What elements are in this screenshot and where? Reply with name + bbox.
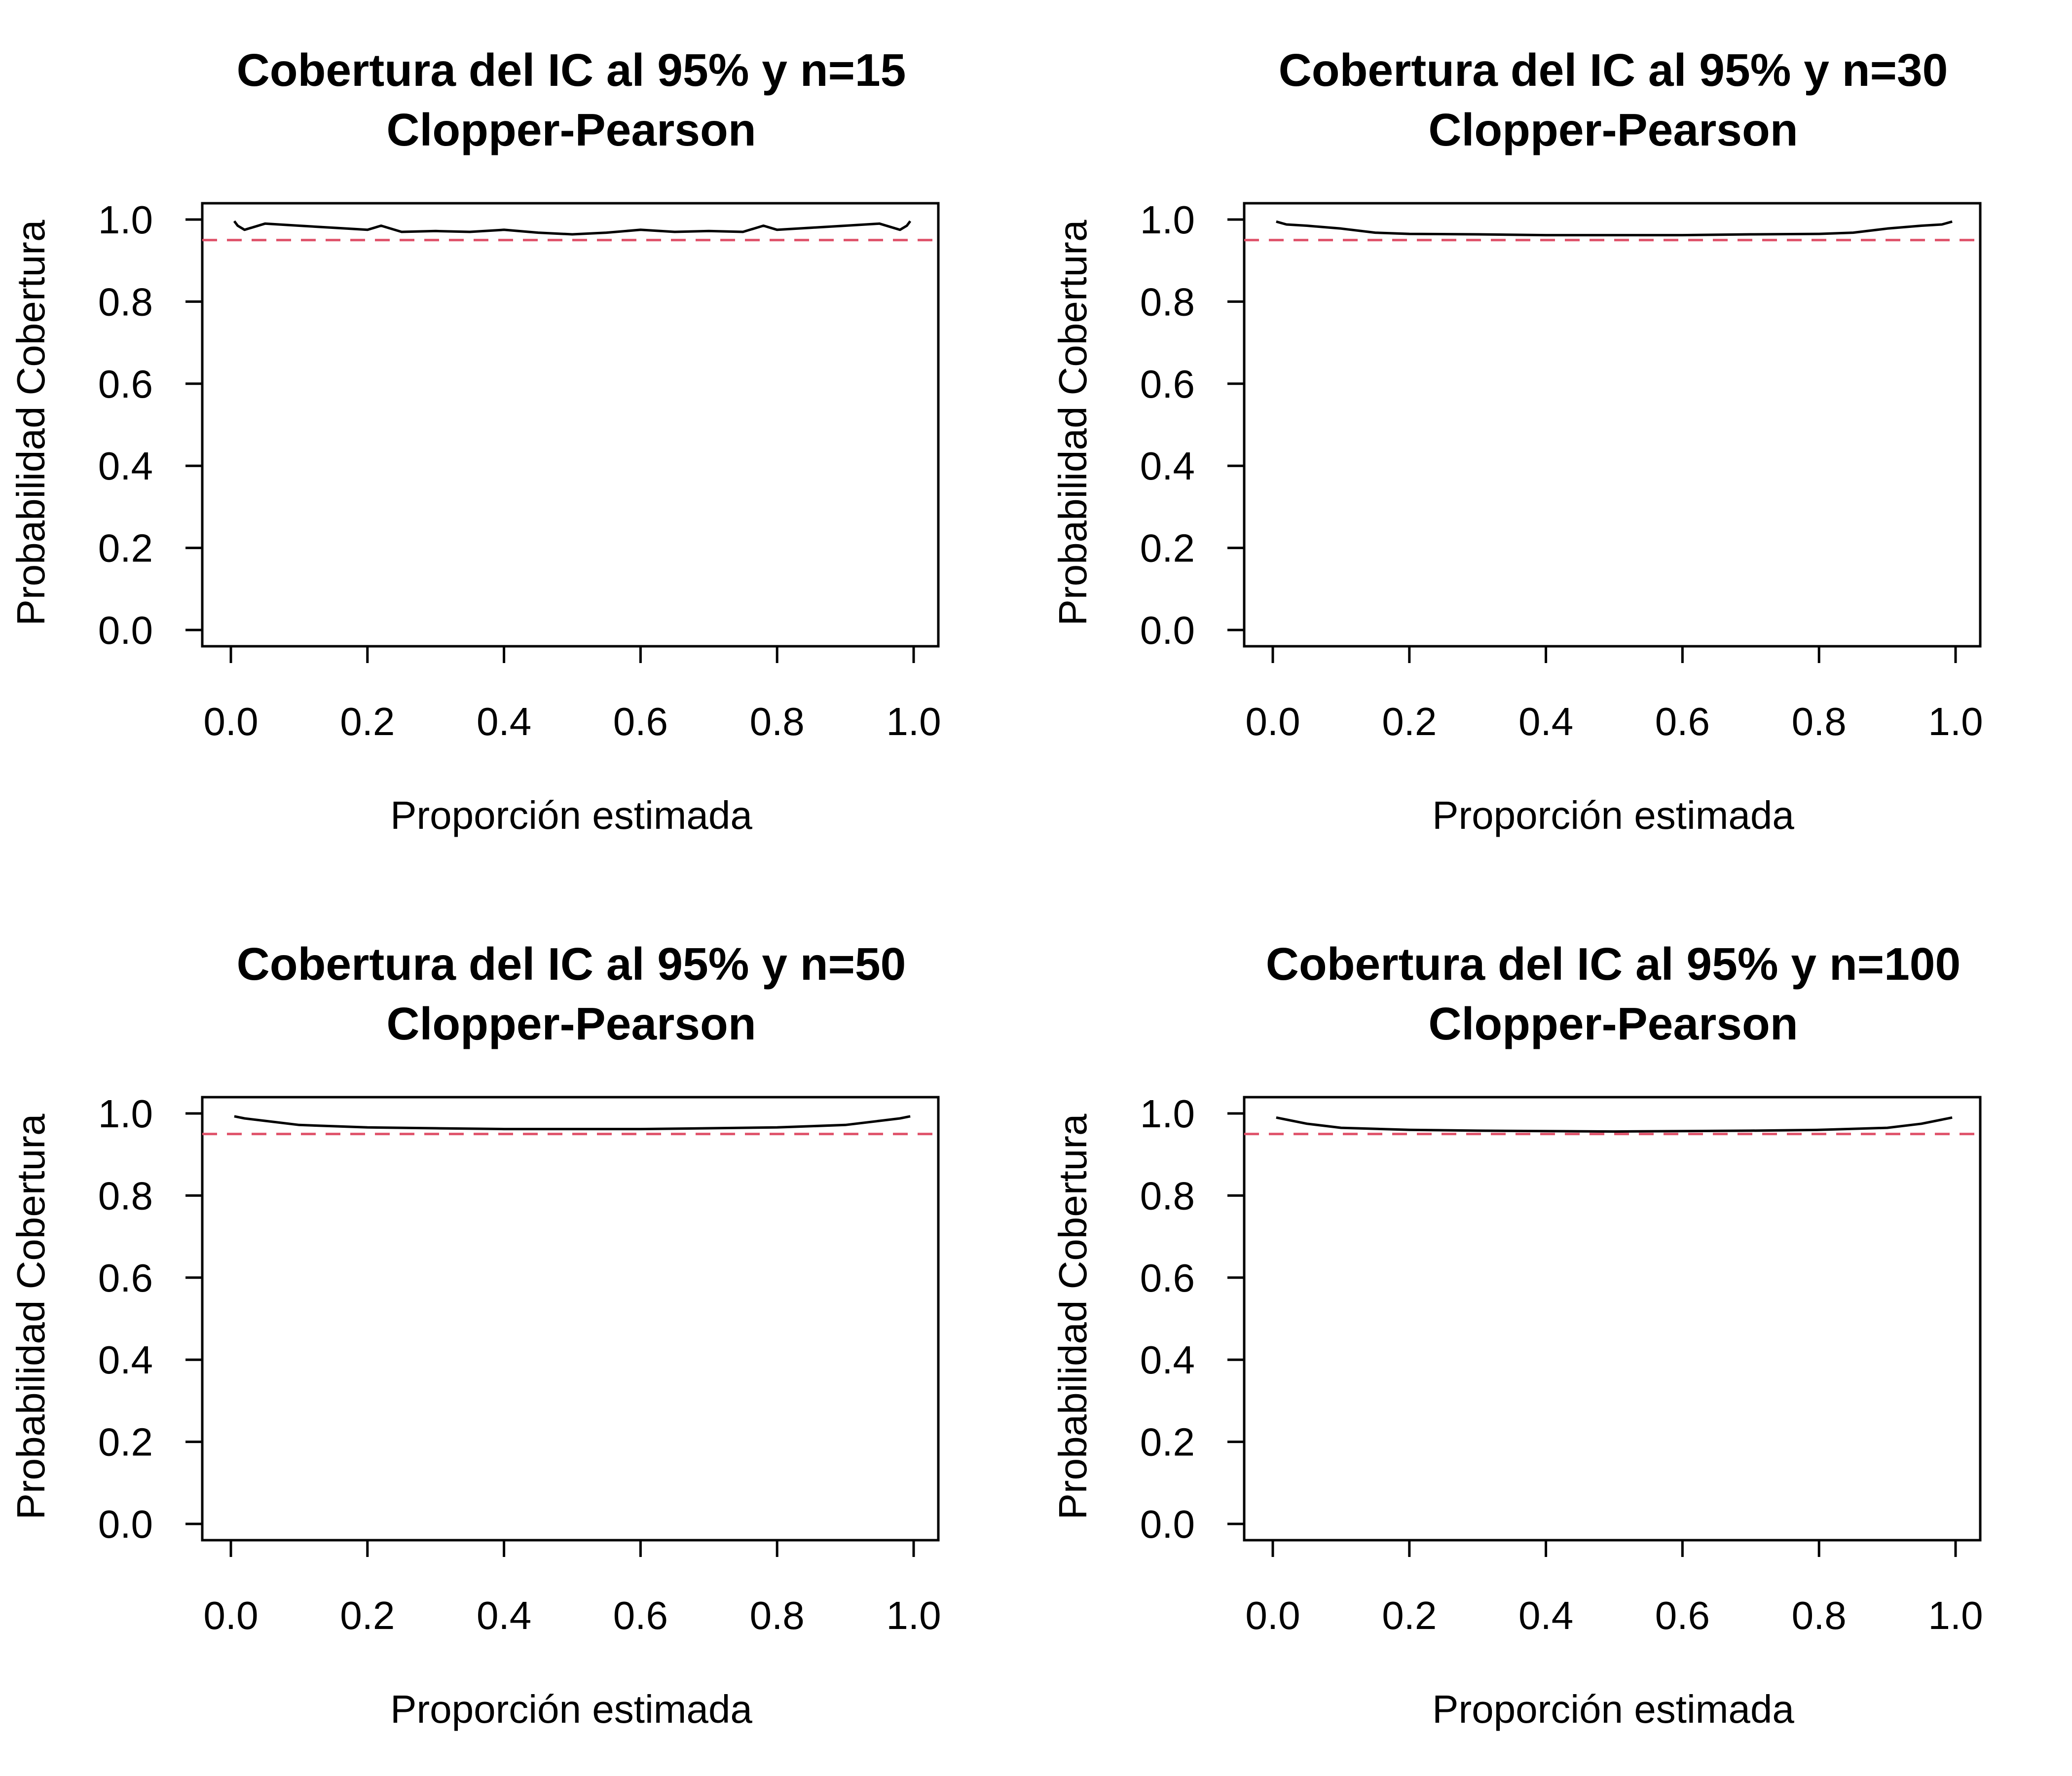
x-tick-label: 0.4 bbox=[477, 700, 531, 743]
y-tick-label: 0.0 bbox=[1140, 608, 1195, 652]
x-tick-label: 1.0 bbox=[886, 700, 941, 743]
y-tick-label: 0.2 bbox=[98, 526, 153, 570]
y-tick-label: 0.6 bbox=[98, 362, 153, 406]
y-tick-label: 0.8 bbox=[1140, 280, 1195, 324]
x-axis-label: Proporción estimada bbox=[1432, 793, 1794, 837]
x-tick-label: 1.0 bbox=[886, 1593, 941, 1637]
y-tick-label: 0.2 bbox=[1140, 526, 1195, 570]
y-tick-label: 0.6 bbox=[1140, 362, 1195, 406]
y-tick-label: 0.4 bbox=[98, 1338, 153, 1382]
x-tick-label: 0.8 bbox=[1792, 1593, 1847, 1637]
x-tick-label: 0.4 bbox=[477, 1593, 531, 1637]
x-tick-label: 0.2 bbox=[340, 700, 395, 743]
x-tick-label: 0.0 bbox=[1245, 700, 1300, 743]
y-tick-label: 1.0 bbox=[1140, 198, 1195, 242]
x-tick-label: 0.2 bbox=[340, 1593, 395, 1637]
x-tick-label: 1.0 bbox=[1928, 700, 1983, 743]
chart-subtitle: Clopper-Pearson bbox=[386, 998, 756, 1049]
x-tick-label: 0.8 bbox=[750, 700, 805, 743]
chart-subtitle: Clopper-Pearson bbox=[386, 104, 756, 155]
y-tick-label: 1.0 bbox=[98, 198, 153, 242]
y-tick-label: 0.8 bbox=[1140, 1174, 1195, 1218]
x-tick-label: 0.6 bbox=[1655, 700, 1710, 743]
y-tick-label: 0.8 bbox=[98, 280, 153, 324]
y-tick-label: 0.8 bbox=[98, 1174, 153, 1218]
panel-n50: Cobertura del IC al 95% y n=50 Clopper-P… bbox=[9, 938, 941, 1731]
chart-subtitle: Clopper-Pearson bbox=[1428, 104, 1798, 155]
x-tick-label: 0.8 bbox=[1792, 700, 1847, 743]
plot-area: 0.0 0.2 0.4 0.6 0.8 1.0 0.0 0.2 0.4 0.6 0.8 1.0 bbox=[98, 1092, 941, 1637]
plot-frame bbox=[201, 1096, 940, 1542]
y-tick-label: 0.2 bbox=[1140, 1420, 1195, 1464]
plot-frame bbox=[1243, 202, 1982, 648]
x-tick-label: 0.0 bbox=[1245, 1593, 1300, 1637]
chart-title: Cobertura del IC al 95% y n=100 bbox=[1266, 938, 1961, 990]
x-tick-label: 1.0 bbox=[1928, 1593, 1983, 1637]
coverage-line bbox=[233, 220, 912, 236]
x-tick-label: 0.2 bbox=[1382, 700, 1437, 743]
x-tick-label: 0.8 bbox=[750, 1593, 805, 1637]
x-tick-label: 0.6 bbox=[613, 1593, 668, 1637]
y-axis-label: Probabilidad Cobertura bbox=[1051, 220, 1095, 626]
coverage-line bbox=[1276, 1116, 1953, 1133]
x-tick-label: 0.6 bbox=[613, 700, 668, 743]
coverage-line bbox=[234, 1115, 911, 1131]
y-tick-label: 1.0 bbox=[1140, 1092, 1195, 1136]
y-tick-label: 0.6 bbox=[98, 1256, 153, 1300]
x-axis-label: Proporción estimada bbox=[390, 1687, 752, 1731]
x-tick-label: 0.0 bbox=[203, 1593, 258, 1637]
y-tick-label: 1.0 bbox=[98, 1092, 153, 1136]
y-axis-label: Probabilidad Cobertura bbox=[9, 1113, 53, 1519]
panel-n30: Cobertura del IC al 95% y n=30 Clopper-P… bbox=[1051, 44, 1983, 837]
plot-area: 0.0 0.2 0.4 0.6 0.8 1.0 0.0 0.2 0.4 0.6 0.8 1.0 bbox=[1140, 198, 1983, 743]
coverage-line bbox=[1276, 220, 1953, 237]
y-tick-label: 0.0 bbox=[98, 1502, 153, 1546]
y-tick-label: 0.4 bbox=[98, 444, 153, 488]
plot-area: 0.0 0.2 0.4 0.6 0.8 1.0 0.0 0.2 0.4 0.6 0.8 1.0 bbox=[1140, 1092, 1983, 1637]
plot-frame bbox=[1243, 1096, 1982, 1542]
x-axis-label: Proporción estimada bbox=[390, 793, 752, 837]
plot-frame bbox=[201, 202, 940, 648]
x-tick-label: 0.0 bbox=[203, 700, 258, 743]
chart-subtitle: Clopper-Pearson bbox=[1428, 998, 1798, 1049]
x-tick-label: 0.4 bbox=[1518, 700, 1573, 743]
y-tick-label: 0.4 bbox=[1140, 444, 1195, 488]
y-tick-label: 0.0 bbox=[98, 608, 153, 652]
y-tick-label: 0.4 bbox=[1140, 1338, 1195, 1382]
chart-title: Cobertura del IC al 95% y n=15 bbox=[237, 44, 906, 96]
x-tick-label: 0.2 bbox=[1382, 1593, 1437, 1637]
x-axis-label: Proporción estimada bbox=[1432, 1687, 1794, 1731]
y-axis-label: Probabilidad Cobertura bbox=[9, 220, 53, 626]
y-axis-label: Probabilidad Cobertura bbox=[1051, 1113, 1095, 1519]
y-tick-label: 0.6 bbox=[1140, 1256, 1195, 1300]
x-tick-label: 0.4 bbox=[1518, 1593, 1573, 1637]
y-tick-label: 0.2 bbox=[98, 1420, 153, 1464]
chart-title: Cobertura del IC al 95% y n=30 bbox=[1279, 44, 1948, 96]
panel-n15: Cobertura del IC al 95% y n=15 Clopper-P… bbox=[9, 44, 941, 837]
chart-title: Cobertura del IC al 95% y n=50 bbox=[237, 938, 906, 990]
panel-n100: Cobertura del IC al 95% y n=100 Clopper-… bbox=[1051, 938, 1983, 1731]
x-tick-label: 0.6 bbox=[1655, 1593, 1710, 1637]
y-tick-label: 0.0 bbox=[1140, 1502, 1195, 1546]
plot-area: 0.0 0.2 0.4 0.6 0.8 1.0 0.0 0.2 0.4 0.6 0.8 1.0 bbox=[98, 198, 941, 743]
